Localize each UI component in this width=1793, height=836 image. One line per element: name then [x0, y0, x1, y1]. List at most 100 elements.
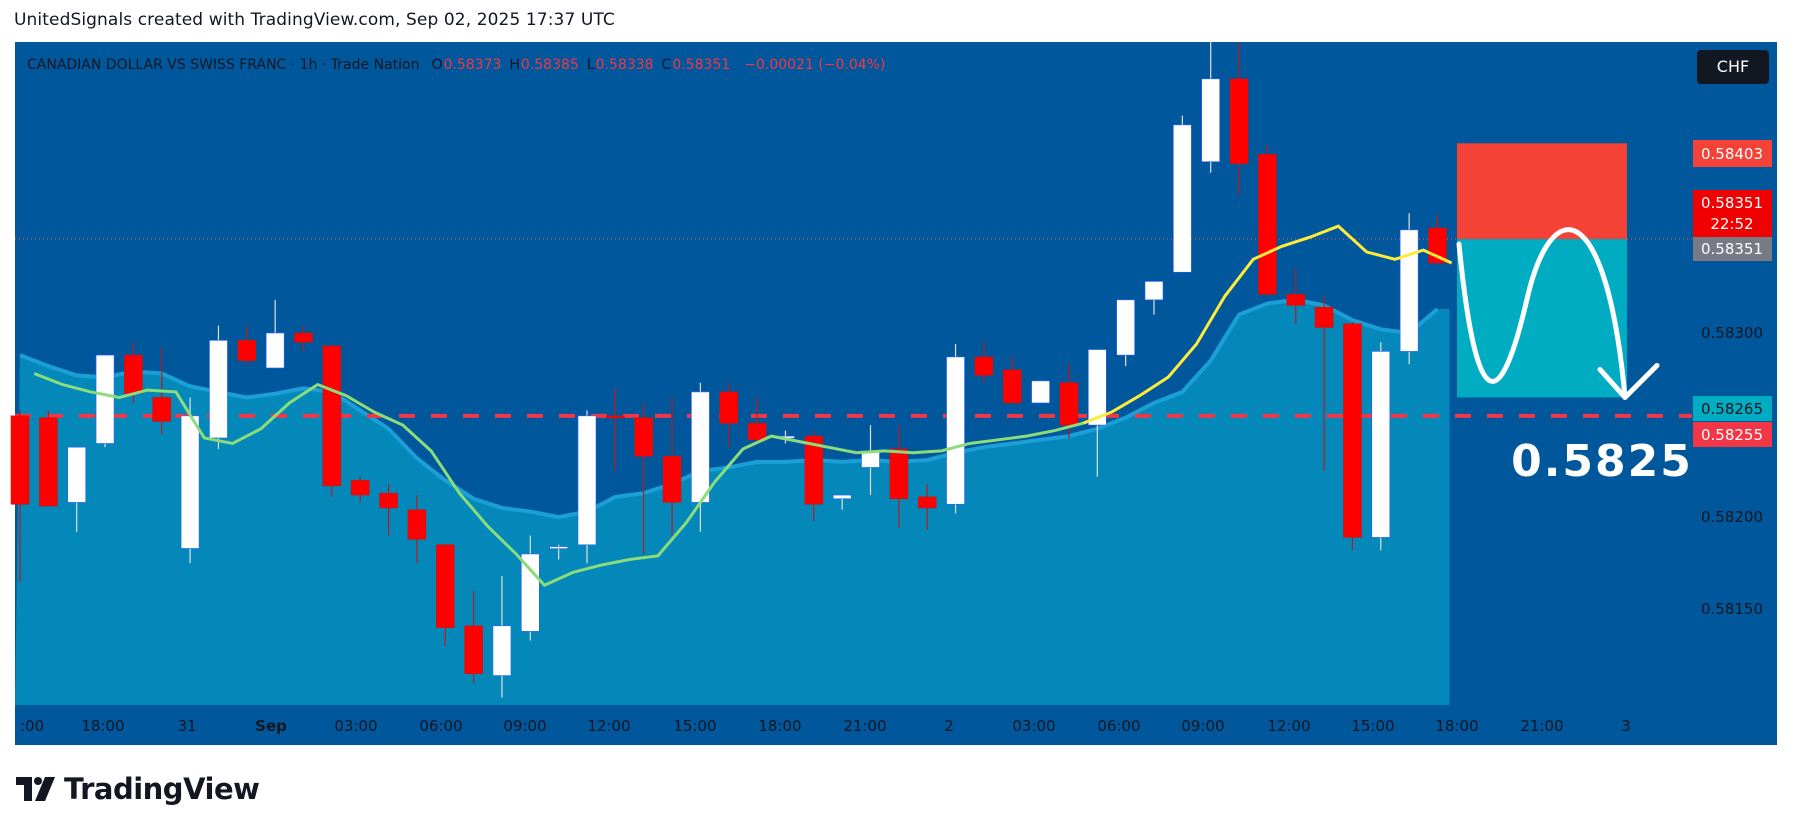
candle [350, 476, 370, 503]
price-label-target: 0.58265 [1693, 396, 1772, 421]
candle [464, 590, 483, 683]
time-axis[interactable]: :00 18:00 31 Sep 03:00 06:00 09:00 12:00 15:00 18… [15, 705, 1692, 745]
time-tick-label: 21:00 [843, 717, 886, 735]
price-label-last: 0.58351 22:52 [1693, 190, 1772, 237]
candle-body [407, 509, 427, 540]
candle-body [1286, 294, 1306, 306]
candle [435, 544, 455, 647]
candle [974, 342, 994, 383]
legend-high-value: 0.58385 [521, 57, 579, 73]
candle-body [577, 415, 597, 546]
candle-body [634, 417, 654, 457]
candle [1258, 145, 1277, 297]
candle [39, 410, 58, 507]
price-label-entry-text: 0.58351 [1701, 240, 1763, 258]
candle [1343, 321, 1362, 551]
candle [67, 446, 86, 532]
time-tick-label: 06:00 [419, 717, 462, 735]
legend-open-label: O [431, 57, 442, 73]
price-label-support: 0.58255 [1693, 422, 1772, 447]
currency-badge-label: CHF [1717, 57, 1749, 76]
candle [209, 325, 228, 450]
candle [889, 425, 909, 529]
currency-badge[interactable]: CHF [1697, 50, 1769, 84]
candle-body [265, 332, 285, 369]
time-tick-label: 31 [177, 717, 196, 735]
candle [832, 494, 852, 510]
candle-body [1144, 281, 1164, 301]
candle-body [124, 354, 143, 395]
candle [1173, 115, 1192, 273]
candle [1201, 42, 1220, 173]
tradingview-logo[interactable]: TradingView [16, 772, 260, 806]
candle [322, 345, 342, 497]
ema-line [33, 224, 1453, 588]
candle [1031, 380, 1050, 404]
legend-symbol: CANADIAN DOLLAR VS SWISS FRANC · 1h · Tr… [27, 57, 419, 73]
candle [1002, 356, 1022, 404]
candle-body [180, 415, 200, 549]
time-tick-label: 18:00 [1435, 717, 1478, 735]
candle [946, 344, 965, 514]
candle-body [549, 546, 568, 549]
candle [1314, 296, 1334, 472]
candle [407, 495, 427, 564]
time-tick-label: 09:00 [1181, 717, 1224, 735]
tradingview-logo-icon [16, 777, 55, 801]
candle-body [832, 494, 852, 500]
legend-high-label: H [509, 57, 520, 73]
time-axis-bg [15, 705, 1692, 745]
candle-body [606, 415, 625, 419]
candle [1116, 299, 1135, 367]
candle-body [974, 356, 994, 376]
candle-body [209, 340, 228, 439]
projection-arrow-head [1597, 362, 1660, 400]
candle-body [492, 625, 512, 676]
time-tick-label: 03:00 [1012, 717, 1055, 735]
candle [124, 342, 143, 403]
legend-close-value: 0.58351 [672, 57, 730, 73]
time-tick-label: 12:00 [587, 717, 630, 735]
candle-body [1343, 323, 1362, 538]
bar-countdown-text: 22:52 [1710, 215, 1753, 233]
candle [180, 397, 200, 564]
candle [634, 402, 654, 554]
time-tick-label: 18:00 [81, 717, 124, 735]
candle-body [10, 415, 30, 505]
candle-body [1173, 124, 1192, 273]
candle-body [946, 356, 965, 505]
candle [95, 354, 115, 448]
ema-line-recent [1082, 224, 1453, 425]
candle-body [1002, 369, 1022, 404]
candle [1399, 213, 1419, 365]
candle [861, 425, 880, 496]
price-label-support-text: 0.58255 [1701, 426, 1763, 444]
legend-open-value: 0.58373 [443, 57, 501, 73]
candle [549, 544, 568, 560]
time-tick-label: 3 [1621, 717, 1631, 735]
candle-body [464, 625, 483, 674]
legend-low-label: L [587, 57, 595, 73]
tradingview-logo-text: TradingView [64, 772, 260, 806]
legend-low-value: 0.58338 [596, 57, 654, 73]
candle-body [237, 340, 257, 361]
candle-body [889, 448, 909, 500]
time-tick-label: 03:00 [334, 717, 377, 735]
candle-body [350, 480, 370, 496]
price-label-last-text: 0.58351 [1701, 194, 1763, 212]
price-tick-label: 0.58200 [1701, 508, 1763, 526]
candle [379, 484, 398, 536]
candle [492, 576, 512, 698]
candle [265, 299, 285, 369]
ema-line-early [33, 372, 1084, 588]
projection-arrow [1456, 227, 1628, 400]
time-tick-label: 12:00 [1267, 717, 1310, 735]
short-position-tool[interactable] [1456, 143, 1660, 400]
time-tick-label: 18:00 [758, 717, 801, 735]
candle-body [435, 544, 455, 628]
candle [917, 484, 937, 531]
candle [577, 410, 597, 564]
candle-body [1116, 299, 1135, 356]
candle-body [747, 422, 767, 441]
